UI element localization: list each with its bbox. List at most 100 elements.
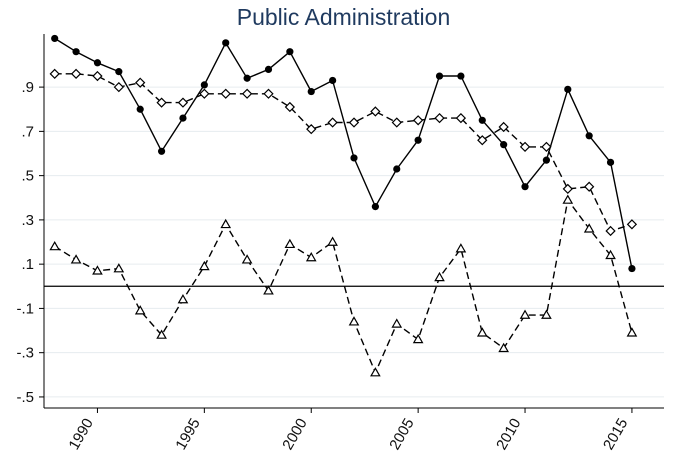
data-point <box>327 117 338 128</box>
data-point <box>412 115 424 126</box>
data-point <box>92 265 103 275</box>
data-point <box>541 309 552 319</box>
data-point <box>412 333 424 344</box>
y-tick-label: -.1 <box>16 300 34 317</box>
data-point <box>370 106 381 117</box>
series-1 <box>51 34 636 273</box>
data-point <box>628 264 636 273</box>
data-point <box>241 88 253 99</box>
data-point <box>585 132 593 140</box>
x-tick-label: 2000 <box>279 416 310 453</box>
data-point <box>136 105 144 113</box>
data-point <box>391 318 403 328</box>
data-point <box>605 249 616 260</box>
data-point <box>156 329 167 339</box>
series-3-line <box>54 199 633 374</box>
data-point <box>457 72 465 80</box>
data-point <box>414 136 422 144</box>
data-point <box>199 88 210 99</box>
series-2-line <box>54 73 633 232</box>
data-point <box>542 156 551 164</box>
data-point <box>455 112 467 124</box>
data-point <box>564 85 572 93</box>
y-tick-label: .3 <box>21 212 34 229</box>
data-point <box>519 141 531 153</box>
data-point <box>113 263 125 273</box>
data-point <box>348 117 360 128</box>
data-point <box>476 327 488 337</box>
series-3 <box>49 194 638 377</box>
data-point <box>177 97 189 108</box>
data-point <box>371 203 379 211</box>
data-point <box>115 68 123 76</box>
data-point <box>562 183 573 195</box>
y-tick-label: .1 <box>21 256 34 273</box>
data-point <box>113 81 124 93</box>
data-point <box>284 238 296 249</box>
data-point <box>72 48 80 56</box>
data-point <box>519 309 531 319</box>
data-point <box>434 112 445 124</box>
data-point <box>263 285 274 295</box>
data-point <box>327 236 338 246</box>
data-point <box>134 305 146 315</box>
data-point <box>498 121 509 133</box>
data-point <box>220 218 232 229</box>
data-point <box>157 147 166 155</box>
data-point <box>284 101 296 113</box>
data-point <box>583 223 595 233</box>
data-point <box>222 39 230 47</box>
series-1-line <box>54 37 633 269</box>
data-point <box>606 158 615 166</box>
data-point <box>286 48 294 56</box>
y-tick-label: .5 <box>21 168 34 185</box>
y-tick-label: -.5 <box>16 389 34 406</box>
data-point <box>307 87 315 96</box>
series-2 <box>49 68 638 237</box>
data-point <box>156 97 167 108</box>
data-point <box>455 243 467 253</box>
data-point <box>93 59 102 67</box>
data-point <box>348 316 360 326</box>
data-point <box>370 367 381 377</box>
data-point <box>241 254 253 264</box>
y-tick-label: .9 <box>21 79 34 96</box>
data-point <box>434 271 445 282</box>
data-point <box>199 260 210 271</box>
data-point <box>179 114 187 122</box>
data-point <box>329 76 337 85</box>
data-point <box>435 72 444 80</box>
data-point <box>264 65 273 74</box>
data-point <box>135 77 146 88</box>
data-point <box>626 219 638 230</box>
y-tick-label: .7 <box>21 123 34 140</box>
data-point <box>605 225 616 237</box>
data-point <box>263 88 274 99</box>
data-point <box>477 135 488 146</box>
data-point <box>92 70 103 82</box>
chart-title: Public Administration <box>236 4 451 30</box>
data-point <box>51 34 59 43</box>
data-point <box>626 327 638 337</box>
y-axis-ticks: -.5 -.3 -.1 .1 .3 .5 .7 .9 <box>16 79 44 406</box>
y-tick-label: -.3 <box>16 345 34 362</box>
axes <box>43 34 664 409</box>
data-point <box>350 154 358 162</box>
data-point <box>584 181 595 192</box>
data-point <box>562 194 574 204</box>
data-point <box>541 141 552 153</box>
x-tick-label: 1995 <box>172 416 203 453</box>
data-point <box>70 254 82 264</box>
gridlines <box>44 86 664 398</box>
data-point <box>49 240 61 251</box>
data-point <box>391 117 402 128</box>
data-point <box>478 116 486 124</box>
data-point <box>70 68 82 79</box>
data-point <box>521 183 529 191</box>
series-layer <box>49 34 638 377</box>
data-point <box>243 74 251 82</box>
data-point <box>305 252 317 262</box>
x-tick-label: 2015 <box>600 416 631 453</box>
x-tick-label: 2010 <box>493 416 524 453</box>
